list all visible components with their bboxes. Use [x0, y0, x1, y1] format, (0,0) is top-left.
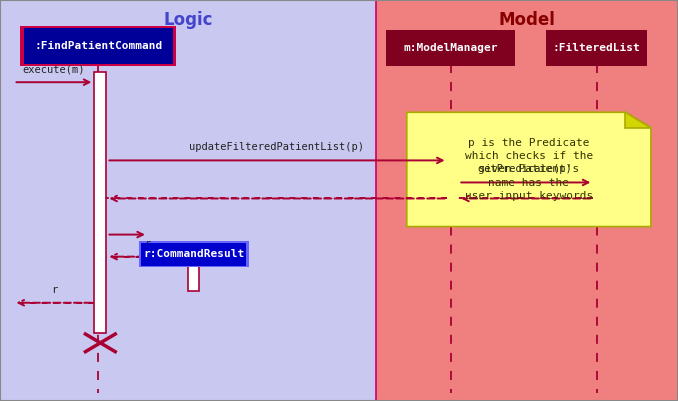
Text: setPredicate(p): setPredicate(p)	[479, 164, 573, 174]
Text: :FindPatientCommand: :FindPatientCommand	[34, 41, 163, 51]
FancyBboxPatch shape	[0, 0, 376, 401]
Text: r:CommandResult: r:CommandResult	[143, 249, 245, 259]
FancyBboxPatch shape	[593, 174, 604, 198]
Text: execute(m): execute(m)	[22, 64, 85, 74]
Text: Model: Model	[499, 11, 555, 29]
FancyBboxPatch shape	[447, 162, 458, 200]
Polygon shape	[407, 112, 651, 227]
Text: updateFilteredPatientList(p): updateFilteredPatientList(p)	[189, 142, 365, 152]
Text: Logic: Logic	[163, 11, 213, 29]
FancyBboxPatch shape	[138, 241, 249, 267]
FancyBboxPatch shape	[549, 32, 644, 64]
FancyBboxPatch shape	[546, 30, 647, 66]
Text: p is the Predicate
which checks if the
given Patient's
name has the
user input k: p is the Predicate which checks if the g…	[464, 138, 593, 201]
FancyBboxPatch shape	[24, 28, 173, 64]
FancyBboxPatch shape	[376, 0, 678, 401]
Polygon shape	[625, 112, 651, 128]
Text: r: r	[51, 285, 57, 295]
FancyBboxPatch shape	[20, 26, 176, 66]
FancyBboxPatch shape	[390, 32, 512, 64]
FancyBboxPatch shape	[188, 243, 199, 291]
Text: :FilteredList: :FilteredList	[553, 43, 641, 53]
FancyBboxPatch shape	[141, 243, 246, 266]
Text: m:ModelManager: m:ModelManager	[403, 43, 498, 53]
FancyBboxPatch shape	[386, 30, 515, 66]
FancyBboxPatch shape	[94, 72, 106, 333]
Text: r: r	[144, 239, 151, 249]
